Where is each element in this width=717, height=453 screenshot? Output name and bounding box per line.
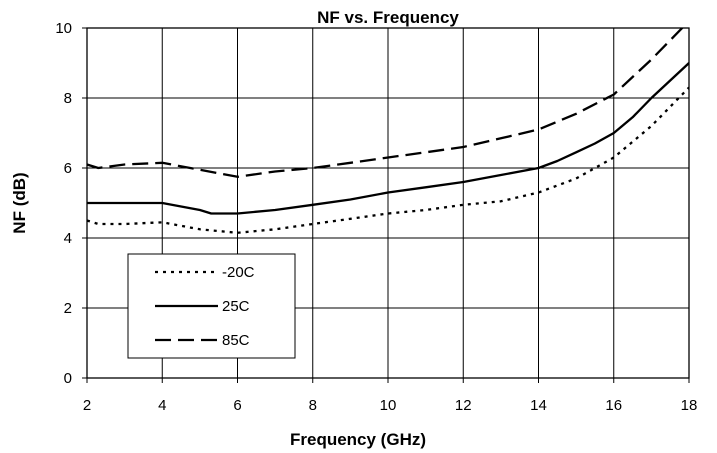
y-tick-label: 0 (64, 370, 72, 387)
legend-label: 25C (222, 298, 250, 315)
legend: -20C 25C 85C (127, 253, 296, 359)
grid (87, 28, 689, 378)
x-tick-label: 8 (309, 397, 317, 414)
x-tick-label: 10 (380, 397, 397, 414)
series-line-85c (87, 28, 684, 178)
y-tick-label: 8 (64, 90, 72, 107)
legend-label: 85C (222, 332, 250, 349)
x-axis-label: Frequency (GHz) (290, 430, 426, 449)
x-tick-label: 14 (530, 397, 547, 414)
x-tick-label: 6 (233, 397, 241, 414)
x-tick-label: 2 (83, 397, 91, 414)
y-tick-label: 2 (64, 300, 72, 317)
series-line-25c (87, 62, 689, 215)
y-axis-label: NF (dB) (10, 172, 29, 233)
chart-title: NF vs. Frequency (317, 8, 459, 27)
x-tick-label: 12 (455, 397, 472, 414)
x-tick-label: 18 (681, 397, 698, 414)
x-tick-label: 16 (605, 397, 622, 414)
legend-label: -20C (222, 264, 255, 281)
series-lines (87, 28, 689, 234)
y-tick-label: 6 (64, 160, 72, 177)
y-tick-label: 4 (64, 230, 72, 247)
x-tick-label: 4 (158, 397, 166, 414)
y-tick-label: 10 (55, 20, 72, 37)
